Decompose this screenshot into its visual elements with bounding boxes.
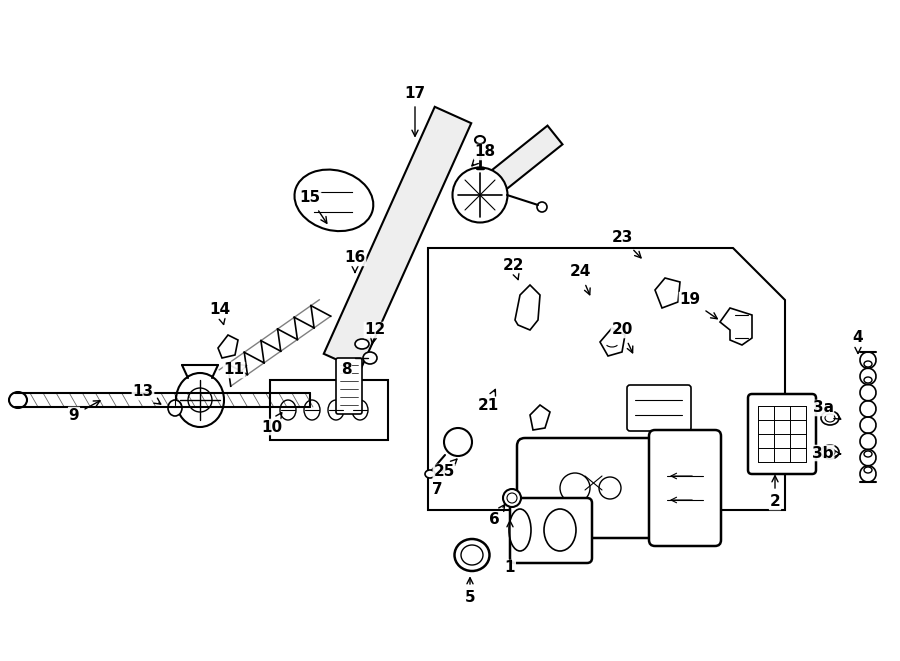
- Ellipse shape: [599, 477, 621, 499]
- Text: 11: 11: [223, 362, 247, 377]
- Ellipse shape: [821, 445, 839, 459]
- Polygon shape: [218, 335, 238, 358]
- Text: 22: 22: [502, 258, 524, 280]
- Text: 10: 10: [261, 412, 283, 434]
- Ellipse shape: [507, 493, 517, 503]
- Polygon shape: [472, 126, 562, 204]
- Polygon shape: [600, 328, 625, 356]
- Ellipse shape: [864, 467, 872, 473]
- Ellipse shape: [537, 202, 547, 212]
- Text: 13: 13: [132, 385, 161, 404]
- Text: 18: 18: [472, 145, 496, 166]
- Polygon shape: [530, 405, 550, 430]
- Text: 25: 25: [433, 459, 457, 479]
- Text: 3a: 3a: [813, 401, 841, 419]
- Ellipse shape: [352, 400, 368, 420]
- Ellipse shape: [9, 392, 27, 408]
- Bar: [270, 380, 388, 440]
- Text: 3b: 3b: [812, 446, 841, 461]
- Ellipse shape: [188, 388, 212, 412]
- Text: 19: 19: [680, 293, 717, 319]
- Ellipse shape: [864, 377, 872, 383]
- FancyBboxPatch shape: [510, 498, 592, 563]
- FancyBboxPatch shape: [627, 385, 691, 431]
- Text: 24: 24: [570, 264, 590, 295]
- Text: 20: 20: [611, 323, 633, 353]
- Text: 21: 21: [477, 389, 499, 412]
- Text: 8: 8: [341, 362, 351, 377]
- Text: 15: 15: [300, 190, 327, 223]
- Ellipse shape: [454, 539, 490, 571]
- Ellipse shape: [864, 361, 872, 367]
- Ellipse shape: [355, 339, 369, 349]
- Polygon shape: [720, 308, 752, 345]
- Ellipse shape: [825, 448, 835, 456]
- Polygon shape: [515, 285, 540, 330]
- FancyBboxPatch shape: [649, 430, 721, 546]
- FancyBboxPatch shape: [748, 394, 816, 474]
- Ellipse shape: [363, 352, 377, 364]
- Text: 7: 7: [432, 467, 445, 498]
- Ellipse shape: [461, 545, 483, 565]
- Polygon shape: [655, 278, 680, 308]
- Ellipse shape: [280, 400, 296, 420]
- Ellipse shape: [475, 136, 485, 144]
- Ellipse shape: [821, 411, 839, 425]
- Text: 23: 23: [611, 231, 641, 258]
- Text: 4: 4: [852, 330, 863, 354]
- FancyBboxPatch shape: [517, 438, 663, 538]
- Polygon shape: [324, 107, 472, 370]
- Text: 6: 6: [489, 505, 505, 527]
- Ellipse shape: [328, 400, 344, 420]
- Ellipse shape: [864, 451, 872, 457]
- Ellipse shape: [176, 373, 224, 427]
- Ellipse shape: [825, 414, 835, 422]
- Ellipse shape: [544, 509, 576, 551]
- Text: 16: 16: [345, 251, 365, 272]
- Ellipse shape: [294, 170, 374, 231]
- Text: 17: 17: [404, 85, 426, 136]
- FancyBboxPatch shape: [336, 358, 362, 414]
- Ellipse shape: [509, 509, 531, 551]
- Ellipse shape: [168, 400, 182, 416]
- Ellipse shape: [425, 470, 435, 478]
- Text: 5: 5: [464, 578, 475, 605]
- Ellipse shape: [304, 400, 320, 420]
- Text: 9: 9: [68, 401, 100, 422]
- Ellipse shape: [560, 473, 590, 503]
- Text: 14: 14: [210, 303, 230, 325]
- Ellipse shape: [453, 167, 508, 223]
- Text: 12: 12: [364, 323, 385, 344]
- Text: 1: 1: [505, 521, 515, 576]
- Text: 2: 2: [770, 476, 780, 510]
- Ellipse shape: [503, 489, 521, 507]
